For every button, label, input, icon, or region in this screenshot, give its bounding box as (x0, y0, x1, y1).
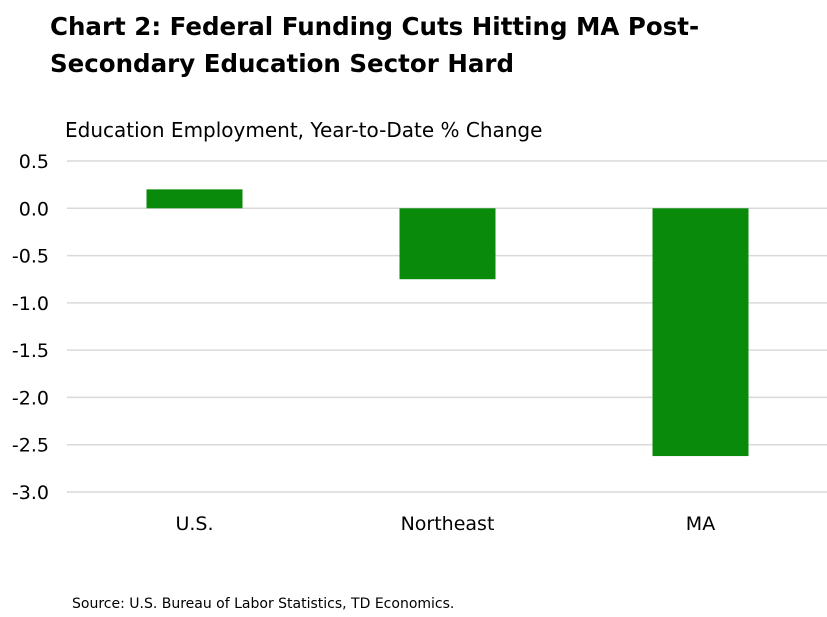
x-category-label: U.S. (175, 513, 213, 535)
y-tick-label: -2.0 (12, 387, 49, 409)
chart-subtitle: Education Employment, Year-to-Date % Cha… (65, 118, 543, 142)
x-category-label: Northeast (401, 513, 495, 535)
y-tick-label: -2.5 (12, 435, 49, 457)
y-axis-tick-labels: 0.5 0.0 -0.5 -1.0 -1.5 -2.0 -2.5 -3.0 (12, 151, 49, 504)
bars (146, 189, 749, 457)
source-note: Source: U.S. Bureau of Labor Statistics,… (72, 596, 455, 612)
x-axis-category-labels: U.S. Northeast MA (175, 513, 715, 535)
bar-u-s (146, 189, 243, 209)
chart-title: Chart 2: Federal Funding Cuts Hitting MA… (50, 12, 700, 78)
y-tick-label: -3.0 (12, 482, 49, 504)
bar-northeast (399, 208, 496, 280)
y-tick-label: -1.0 (12, 293, 49, 315)
y-tick-label: 0.5 (19, 151, 49, 173)
y-tick-label: -1.5 (12, 340, 49, 362)
y-tick-label: 0.0 (19, 198, 49, 220)
x-category-label: MA (686, 513, 715, 535)
y-tick-label: -0.5 (12, 246, 49, 268)
bar-ma (652, 208, 749, 457)
